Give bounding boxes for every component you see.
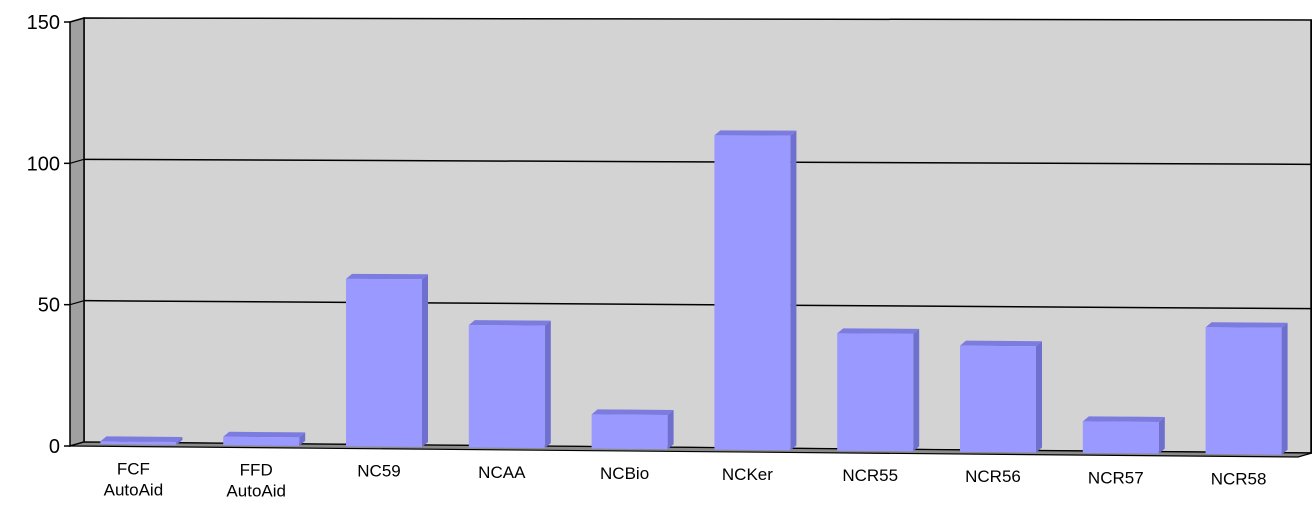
bar-front [100,441,177,445]
bar-side [790,130,797,451]
bar-front [346,278,422,448]
x-category-label-line: NCAA [478,463,526,482]
bar-top [100,436,183,442]
y-tick-label: 50 [38,295,60,317]
bar-front [960,345,1036,453]
gridline [83,158,1312,166]
x-category-label: NCR57 [1088,468,1144,487]
bar [346,273,428,448]
y-tick-labels: 0 50 100 150 [27,12,60,458]
x-category-label: NCR56 [965,467,1021,486]
bar-side [913,328,920,452]
left-side-wall [69,17,85,447]
y-tick-label: 150 [27,12,60,34]
gridline-side [69,158,85,164]
x-category-label: NCAA [478,463,526,482]
x-category-label-line: FFD [240,461,273,480]
bar-side [299,432,306,446]
bar-top [468,320,551,326]
x-category-label-line: NCBio [600,464,649,483]
bar [468,320,551,449]
bar-top [591,409,674,415]
axes [64,20,1312,453]
bar-top [837,328,920,334]
x-category-label: FFD AutoAid [226,461,286,501]
bar-side [176,436,183,445]
x-category-labels: FCF AutoAid FFD AutoAid NC59 NCAA NCBio NCKer NC… [104,459,1267,500]
bar-side [1281,322,1288,455]
bar-front [468,325,545,449]
x-category-label-line: NCR57 [1088,468,1144,487]
bar-top [1082,416,1165,422]
x-category-label-line: NCR58 [1211,469,1267,488]
bar-side [1036,341,1042,453]
bar-side [667,409,674,450]
gridlines [69,158,1312,310]
gridline-side [69,300,85,306]
x-category-label: NC59 [357,462,400,481]
bar-front [223,436,300,446]
x-category-label-line: AutoAid [104,480,164,499]
bar [960,340,1042,453]
bar-front [714,135,791,451]
chart-walls [69,17,1312,458]
x-category-label-line: FCF [117,459,150,478]
x-category-label-line: AutoAid [226,482,286,501]
bar [223,431,306,446]
bar-front [837,333,914,452]
bar-side [422,274,428,448]
bar [1082,416,1165,454]
bar-top [960,340,1042,347]
x-category-label-line: NC59 [357,462,400,481]
x-category-label: NCR58 [1211,469,1267,488]
gridline [83,299,1312,310]
x-category-label: FCF AutoAid [104,459,164,499]
bar-top [223,431,306,438]
bar-side [544,320,551,449]
bar-front [591,414,668,450]
bars [100,130,1288,455]
x-category-label-line: NCR55 [842,466,898,485]
x-category-label: NCR55 [842,466,898,485]
plot-back-wall [83,17,1312,454]
x-category-label: NCBio [600,464,649,483]
bar [1205,322,1288,455]
x-category-label-line: NCKer [722,465,773,484]
y-tick-label: 0 [49,436,60,458]
y-tick-label: 100 [27,153,60,175]
bar-top [714,130,797,136]
bar-front [1082,421,1159,454]
bar-top [1205,322,1288,328]
bar [591,409,674,450]
bar-top [346,273,428,280]
bar [100,436,183,445]
bar-side [1158,416,1165,454]
x-category-label-line: NCR56 [965,467,1021,486]
bar [714,130,797,451]
x-category-label: NCKer [722,465,773,484]
bar [837,328,920,452]
bar-front [1205,327,1282,455]
